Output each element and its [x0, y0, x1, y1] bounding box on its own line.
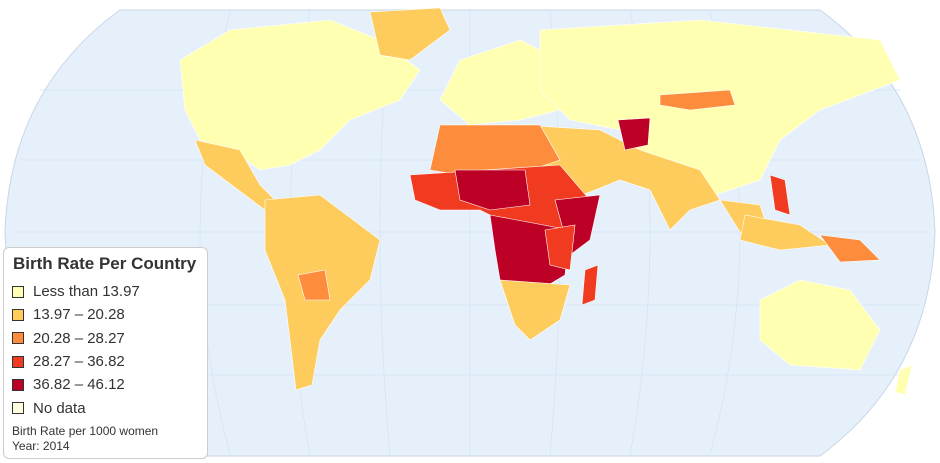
legend-swatch	[12, 402, 24, 415]
legend-item: No data	[12, 396, 199, 419]
legend-swatch	[12, 308, 24, 321]
legend-label: 36.82 – 46.12	[33, 376, 125, 394]
legend-item: 36.82 – 46.12	[12, 373, 199, 396]
legend-label: Less than 13.97	[33, 283, 140, 301]
legend-item: 28.27 – 36.82	[12, 350, 199, 373]
legend-items: Less than 13.97 13.97 – 20.28 20.28 – 28.2…	[12, 280, 199, 420]
legend-note: Birth Rate per 1000 women	[12, 423, 159, 438]
legend-label: 13.97 – 20.28	[33, 306, 125, 324]
legend-item: 13.97 – 20.28	[12, 303, 199, 326]
legend-notes: Birth Rate per 1000 women Year: 2014	[12, 424, 199, 454]
legend-label: 28.27 – 36.82	[33, 353, 125, 371]
countries	[179, 7, 913, 396]
legend-swatch	[12, 355, 24, 368]
legend-note: Year: 2014	[12, 438, 70, 453]
legend: Birth Rate Per Country Less than 13.97 13…	[3, 247, 208, 459]
legend-item: Less than 13.97	[12, 280, 199, 303]
legend-swatch	[12, 285, 24, 298]
legend-swatch	[12, 378, 24, 391]
legend-swatch	[12, 332, 24, 345]
legend-item: 20.28 – 28.27	[12, 327, 199, 350]
legend-title: Birth Rate Per Country	[13, 254, 197, 273]
legend-label: No data	[33, 399, 86, 417]
legend-label: 20.28 – 28.27	[33, 329, 125, 347]
